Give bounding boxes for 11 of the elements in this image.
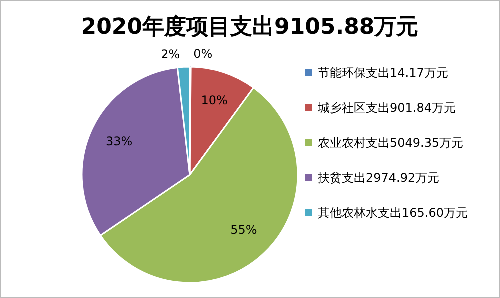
data-label: 2% (161, 47, 180, 62)
data-label: 33% (106, 134, 133, 149)
legend-label: 城乡社区支出901.84万元 (318, 100, 456, 117)
legend-label: 扶贫支出2974.92万元 (318, 170, 440, 187)
legend-label: 其他农林水支出165.60万元 (318, 205, 468, 222)
legend-label: 农业农村支出5049.35万元 (318, 135, 464, 152)
data-label: 55% (230, 223, 258, 238)
data-label: 0% (194, 47, 213, 62)
data-label: 10% (201, 93, 228, 108)
legend-label: 节能环保支出14.17万元 (318, 65, 448, 82)
chart-title: 2020年度项目支出9105.88万元 (80, 14, 420, 42)
